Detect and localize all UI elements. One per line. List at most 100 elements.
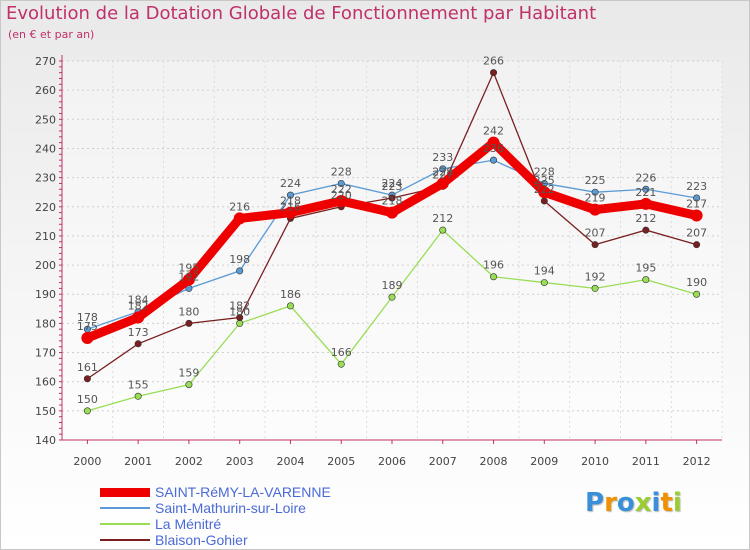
- data-point: [436, 177, 449, 190]
- data-label: 223: [382, 180, 403, 193]
- data-label: 218: [280, 195, 301, 208]
- data-point: [386, 206, 398, 219]
- y-tick-label: 260: [35, 84, 56, 97]
- data-label: 227: [432, 168, 453, 181]
- data-label: 195: [635, 262, 656, 275]
- y-tick-label: 190: [35, 288, 56, 301]
- data-point: [337, 360, 345, 368]
- data-label: 224: [382, 177, 403, 190]
- y-tick-label: 270: [35, 55, 56, 68]
- data-point: [487, 136, 500, 149]
- x-tick-label: 2008: [480, 455, 508, 468]
- x-tick-label: 2011: [632, 455, 660, 468]
- data-label: 150: [77, 393, 98, 406]
- data-label: 228: [432, 165, 453, 178]
- logo-letter: i: [651, 488, 661, 518]
- data-point: [236, 267, 244, 275]
- x-tick-label: 2003: [226, 455, 254, 468]
- data-label: 217: [686, 198, 707, 211]
- data-label: 221: [635, 186, 656, 199]
- data-label: 226: [635, 171, 656, 184]
- x-tick-label: 2004: [276, 455, 304, 468]
- data-label: 155: [128, 378, 149, 391]
- data-label: 220: [331, 189, 352, 202]
- data-label: 222: [534, 183, 555, 196]
- data-label: 223: [686, 180, 707, 193]
- data-point: [591, 188, 599, 196]
- data-label: 192: [585, 270, 606, 283]
- data-point: [642, 276, 650, 284]
- data-point: [540, 197, 548, 205]
- data-point: [693, 194, 701, 202]
- data-label: 180: [178, 305, 199, 318]
- logo-letter: r: [604, 488, 617, 518]
- data-point: [591, 241, 599, 249]
- x-tick-label: 2002: [175, 455, 203, 468]
- data-point: [490, 156, 498, 164]
- y-tick-label: 250: [35, 113, 56, 126]
- data-label: 198: [229, 253, 250, 266]
- data-label: 218: [382, 195, 403, 208]
- data-label: 225: [585, 174, 606, 187]
- data-label: 180: [229, 305, 250, 318]
- data-point: [540, 279, 548, 287]
- data-point: [335, 194, 348, 207]
- data-label: 216: [280, 200, 301, 213]
- data-label: 242: [483, 125, 504, 138]
- x-tick-label: 2001: [124, 455, 152, 468]
- data-point: [490, 69, 498, 77]
- data-point: [286, 191, 294, 199]
- data-point: [439, 165, 447, 173]
- data-label: 212: [635, 212, 656, 225]
- legend-swatch: [100, 523, 150, 525]
- data-label: 266: [483, 55, 504, 68]
- data-point: [693, 241, 701, 249]
- data-label: 207: [585, 227, 606, 240]
- data-point: [591, 284, 599, 292]
- logo-letter: o: [616, 488, 635, 518]
- x-tick-label: 2000: [73, 455, 101, 468]
- x-tick-label: 2006: [378, 455, 406, 468]
- x-tick-label: 2007: [429, 455, 457, 468]
- data-label: 186: [280, 288, 301, 301]
- data-label: 190: [686, 276, 707, 289]
- data-label: 192: [178, 270, 199, 283]
- legend-swatch: [100, 487, 150, 497]
- data-label: 228: [331, 165, 352, 178]
- data-point: [233, 212, 246, 225]
- legend-swatch: [100, 507, 150, 509]
- logo-letter: P: [585, 488, 605, 518]
- y-tick-label: 160: [35, 376, 56, 389]
- logo-letter: t: [660, 488, 673, 518]
- y-tick-label: 220: [35, 201, 56, 214]
- data-label: 225: [534, 174, 555, 187]
- x-tick-label: 2005: [327, 455, 355, 468]
- data-label: 182: [128, 300, 149, 313]
- data-point: [439, 226, 447, 234]
- data-label: 195: [178, 262, 199, 275]
- logo-letter: x: [634, 488, 652, 518]
- data-point: [538, 186, 551, 199]
- data-label: 166: [331, 346, 352, 359]
- chart-subtitle: (en € et par an): [8, 28, 95, 41]
- data-point: [693, 290, 701, 298]
- data-point: [134, 392, 142, 400]
- data-point: [81, 331, 94, 344]
- data-point: [690, 209, 703, 222]
- legend-label: Blaison-Gohier: [155, 532, 248, 548]
- data-point: [134, 340, 142, 348]
- y-tick-label: 140: [35, 434, 56, 447]
- data-label: 236: [483, 142, 504, 155]
- y-tick-label: 210: [35, 230, 56, 243]
- data-point: [642, 226, 650, 234]
- data-label: 207: [686, 227, 707, 240]
- data-point: [286, 302, 294, 310]
- data-label: 216: [229, 200, 250, 213]
- legend-swatch: [100, 539, 150, 541]
- data-label: 224: [280, 177, 301, 190]
- data-point: [182, 273, 195, 286]
- data-label: 212: [432, 212, 453, 225]
- y-tick-label: 200: [35, 259, 56, 272]
- y-tick-label: 230: [35, 172, 56, 185]
